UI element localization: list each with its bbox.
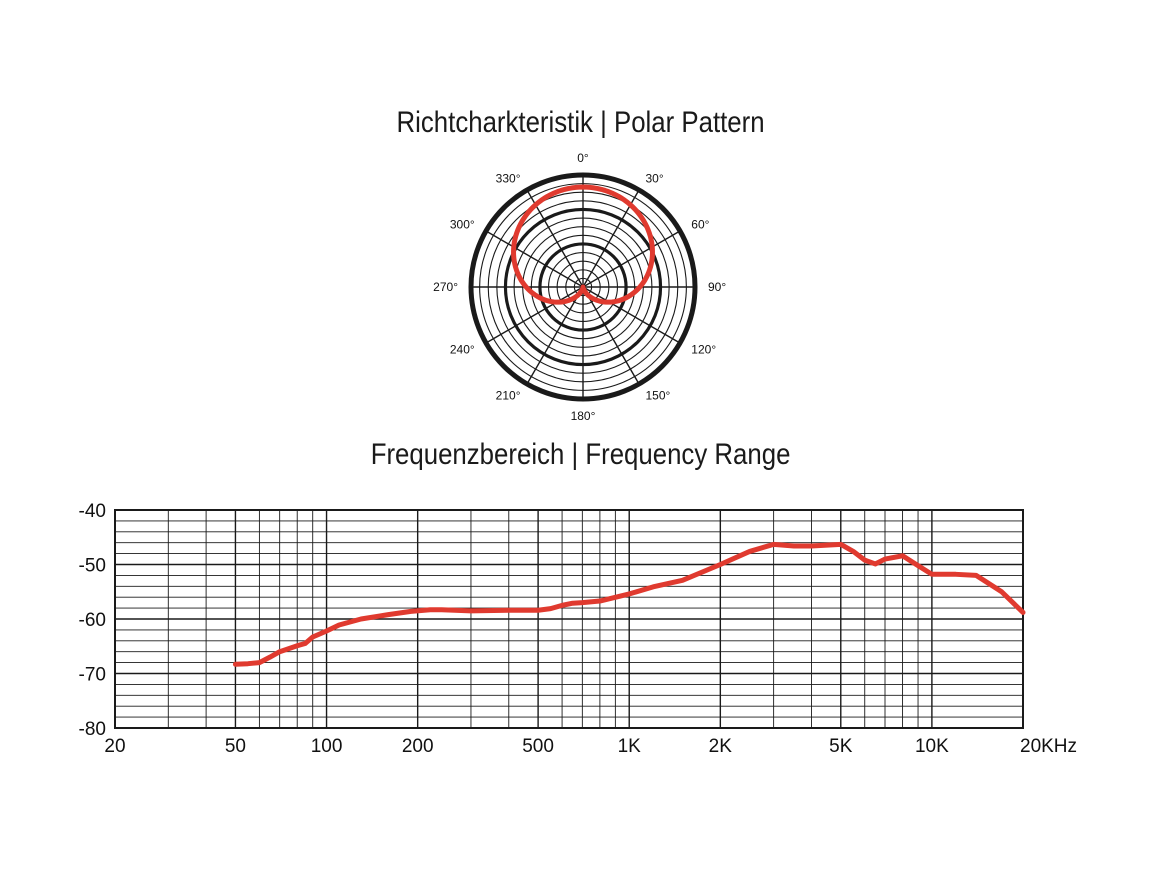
polar-angle-label: 270° xyxy=(433,280,458,294)
frequency-y-tick-label: -50 xyxy=(79,556,106,577)
frequency-plot-frame xyxy=(114,509,1024,729)
polar-grid xyxy=(468,172,698,402)
frequency-x-tick-label: 100 xyxy=(311,736,343,757)
frequency-x-tick-label: 1K xyxy=(618,736,642,757)
polar-angle-label: 60° xyxy=(691,218,709,232)
polar-spoke xyxy=(582,230,681,288)
frequency-response-curve xyxy=(232,541,1026,667)
polar-chart-title: Richtcharkteristik | Polar Pattern xyxy=(396,106,765,139)
polar-spoke xyxy=(485,230,584,288)
frequency-x-tick-label: 200 xyxy=(402,736,434,757)
polar-angle-label: 150° xyxy=(646,388,671,402)
frequency-y-tick-label: -70 xyxy=(79,665,106,686)
frequency-y-tick-label: -40 xyxy=(79,501,106,522)
polar-angle-label: 330° xyxy=(496,172,521,186)
polar-response-curve xyxy=(511,184,655,305)
frequency-x-tick-label: 20KHz xyxy=(1020,736,1077,757)
frequency-x-tick-label: 500 xyxy=(522,736,554,757)
frequency-chart-title: Frequenzbereich | Frequency Range xyxy=(370,438,791,471)
polar-spoke xyxy=(485,286,584,344)
polar-angle-label: 120° xyxy=(691,343,716,357)
frequency-x-tick-label: 50 xyxy=(225,736,246,757)
frequency-x-tick-label: 10K xyxy=(915,736,949,757)
frequency-y-tick-label: -80 xyxy=(79,719,106,740)
polar-angle-label: 300° xyxy=(450,218,475,232)
polar-angle-label: 210° xyxy=(496,388,521,402)
frequency-x-tick-label: 5K xyxy=(829,736,853,757)
polar-angle-label: 180° xyxy=(571,409,596,423)
polar-spoke xyxy=(582,286,681,344)
frequency-y-tick-label: -60 xyxy=(79,610,106,631)
frequency-x-tick-label: 20 xyxy=(104,736,125,757)
polar-angle-label: 0° xyxy=(577,151,589,165)
polar-spoke xyxy=(582,286,640,385)
polar-angle-label: 90° xyxy=(708,280,726,294)
polar-angle-label: 240° xyxy=(450,343,475,357)
frequency-grid xyxy=(114,509,1024,729)
polar-spoke xyxy=(526,286,584,385)
polar-angle-label: 30° xyxy=(646,172,664,186)
frequency-x-tick-label: 2K xyxy=(709,736,733,757)
